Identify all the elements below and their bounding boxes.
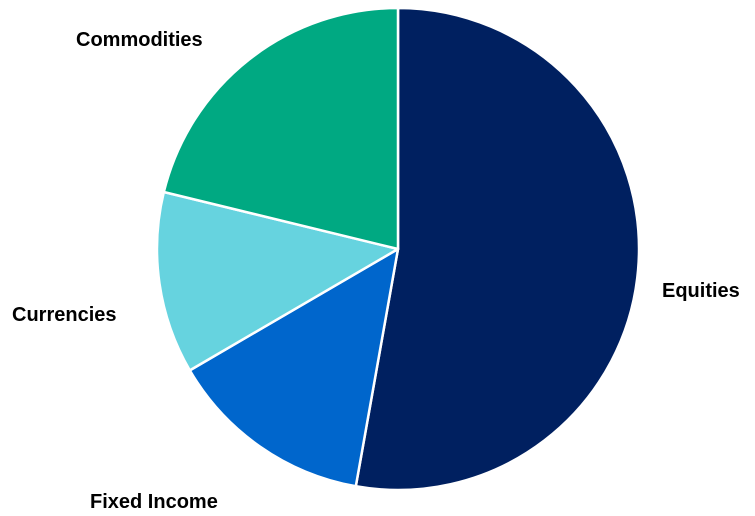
pie-label-currencies: Currencies: [12, 304, 117, 326]
pie-label-fixed-income: Fixed Income: [90, 491, 218, 513]
pie-slices: [155, 6, 641, 492]
pie-slice-commodities: [162, 6, 400, 251]
pie-labels: Equities Fixed Income Currencies Commoditie…: [12, 29, 740, 513]
pie-slice-currencies: [155, 190, 400, 372]
pie-label-equities: Equities: [662, 280, 740, 302]
pie-slice-equities: [354, 6, 641, 492]
pie-label-commodities: Commodities: [76, 29, 203, 51]
pie-slice-fixed-income: [188, 247, 400, 488]
